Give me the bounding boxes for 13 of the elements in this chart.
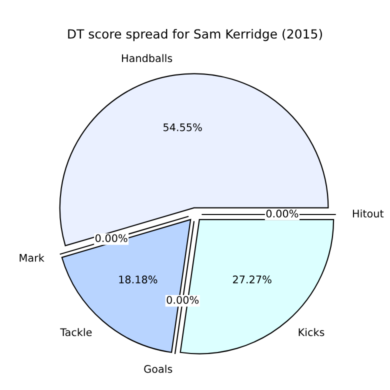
slice-label: Kicks (298, 328, 324, 336)
text: 0.00% (166, 296, 199, 304)
category-label: Goals (144, 364, 172, 373)
text: 0.00% (266, 210, 298, 218)
data-label: 18.18% (119, 276, 158, 284)
data-label: 54.55% (164, 123, 202, 132)
chart-title: DT score spread for Sam Kerridge (2015) (68, 28, 322, 42)
slice-label: Handballs (122, 54, 172, 62)
category-label: Mark (20, 254, 44, 262)
text: 0.00% (95, 234, 128, 242)
data-label: 27.27% (233, 276, 272, 284)
slice-label: Tackle (60, 328, 92, 336)
category-label: Hitout (352, 209, 384, 218)
